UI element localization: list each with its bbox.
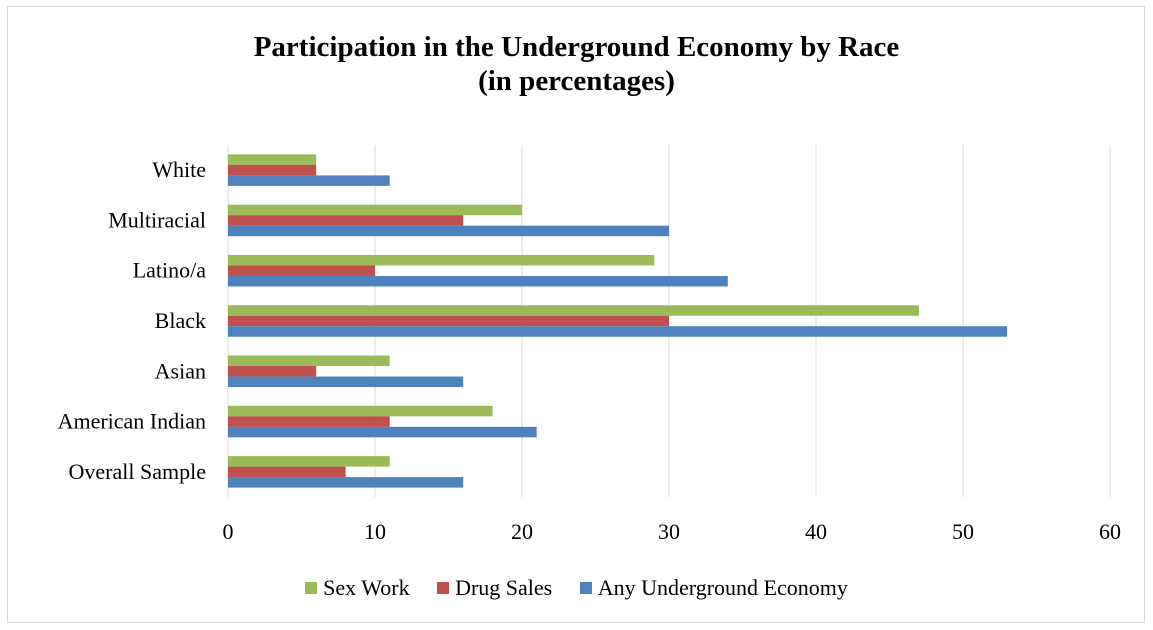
legend-label-sex-work: Sex Work [323,575,410,600]
bar-sex-work-multiracial [228,204,522,216]
bar-drug-sales-black [228,315,669,327]
category-label: Black [155,308,206,333]
legend-swatch-drug-sales [437,582,450,594]
bar-drug-sales-asian [228,366,317,377]
legend-item-sex-work: Sex Work [305,575,410,601]
chart-title: Participation in the Underground Economy… [0,30,1153,98]
bar-sex-work-latino-a [228,254,655,266]
bar-sex-work-asian [228,355,390,367]
chart-title-line-1: Participation in the Underground Economy… [253,31,900,63]
legend-swatch-sex-work [305,582,318,594]
bar-any-underground-economy-american-indian [228,426,537,438]
category-label: Multiracial [108,207,206,232]
x-tick-label: 60 [1099,519,1121,544]
bar-any-underground-economy-white [228,175,390,186]
legend-swatch-any-underground [579,582,592,594]
x-tick-label: 30 [658,519,680,544]
category-label: American Indian [58,409,206,434]
x-tick-label: 10 [364,519,386,544]
bar-any-underground-economy-multiracial [228,225,669,237]
bar-drug-sales-multiracial [228,215,464,226]
bar-drug-sales-latino-a [228,265,375,276]
x-tick-label: 50 [952,519,974,544]
bar-drug-sales-american-indian [228,416,390,427]
bar-any-underground-economy-overall-sample [228,477,464,488]
legend: Sex Work Drug Sales Any Underground Econ… [0,574,1153,601]
legend-item-drug-sales: Drug Sales [437,575,552,601]
category-label: Asian [155,358,206,383]
bar-drug-sales-overall-sample [228,466,346,478]
bar-sex-work-american-indian [228,405,493,417]
bar-sex-work-overall-sample [228,456,390,467]
category-label: Overall Sample [69,459,206,484]
category-label: Latino/a [133,258,207,283]
bars [228,154,1008,488]
x-tick-label: 0 [223,519,234,544]
bar-sex-work-black [228,305,919,316]
x-tick-labels: 0 10 20 30 40 50 60 [223,519,1122,544]
x-tick-label: 40 [805,519,827,544]
bar-any-underground-economy-asian [228,376,464,388]
legend-label-drug-sales: Drug Sales [455,575,553,600]
bar-any-underground-economy-latino-a [228,275,728,287]
legend-label-any-underground: Any Underground Economy [597,575,848,600]
category-labels: Overall Sample American Indian Asian Black L… [58,157,207,484]
bar-drug-sales-white [228,164,317,176]
category-label: White [152,157,206,182]
bar-any-underground-economy-black [228,326,1008,337]
chart-title-line-2: (in percentages) [478,65,675,97]
bar-sex-work-white [228,154,317,165]
x-tick-label: 20 [511,519,533,544]
legend-item-any-underground: Any Underground Economy [579,575,848,601]
